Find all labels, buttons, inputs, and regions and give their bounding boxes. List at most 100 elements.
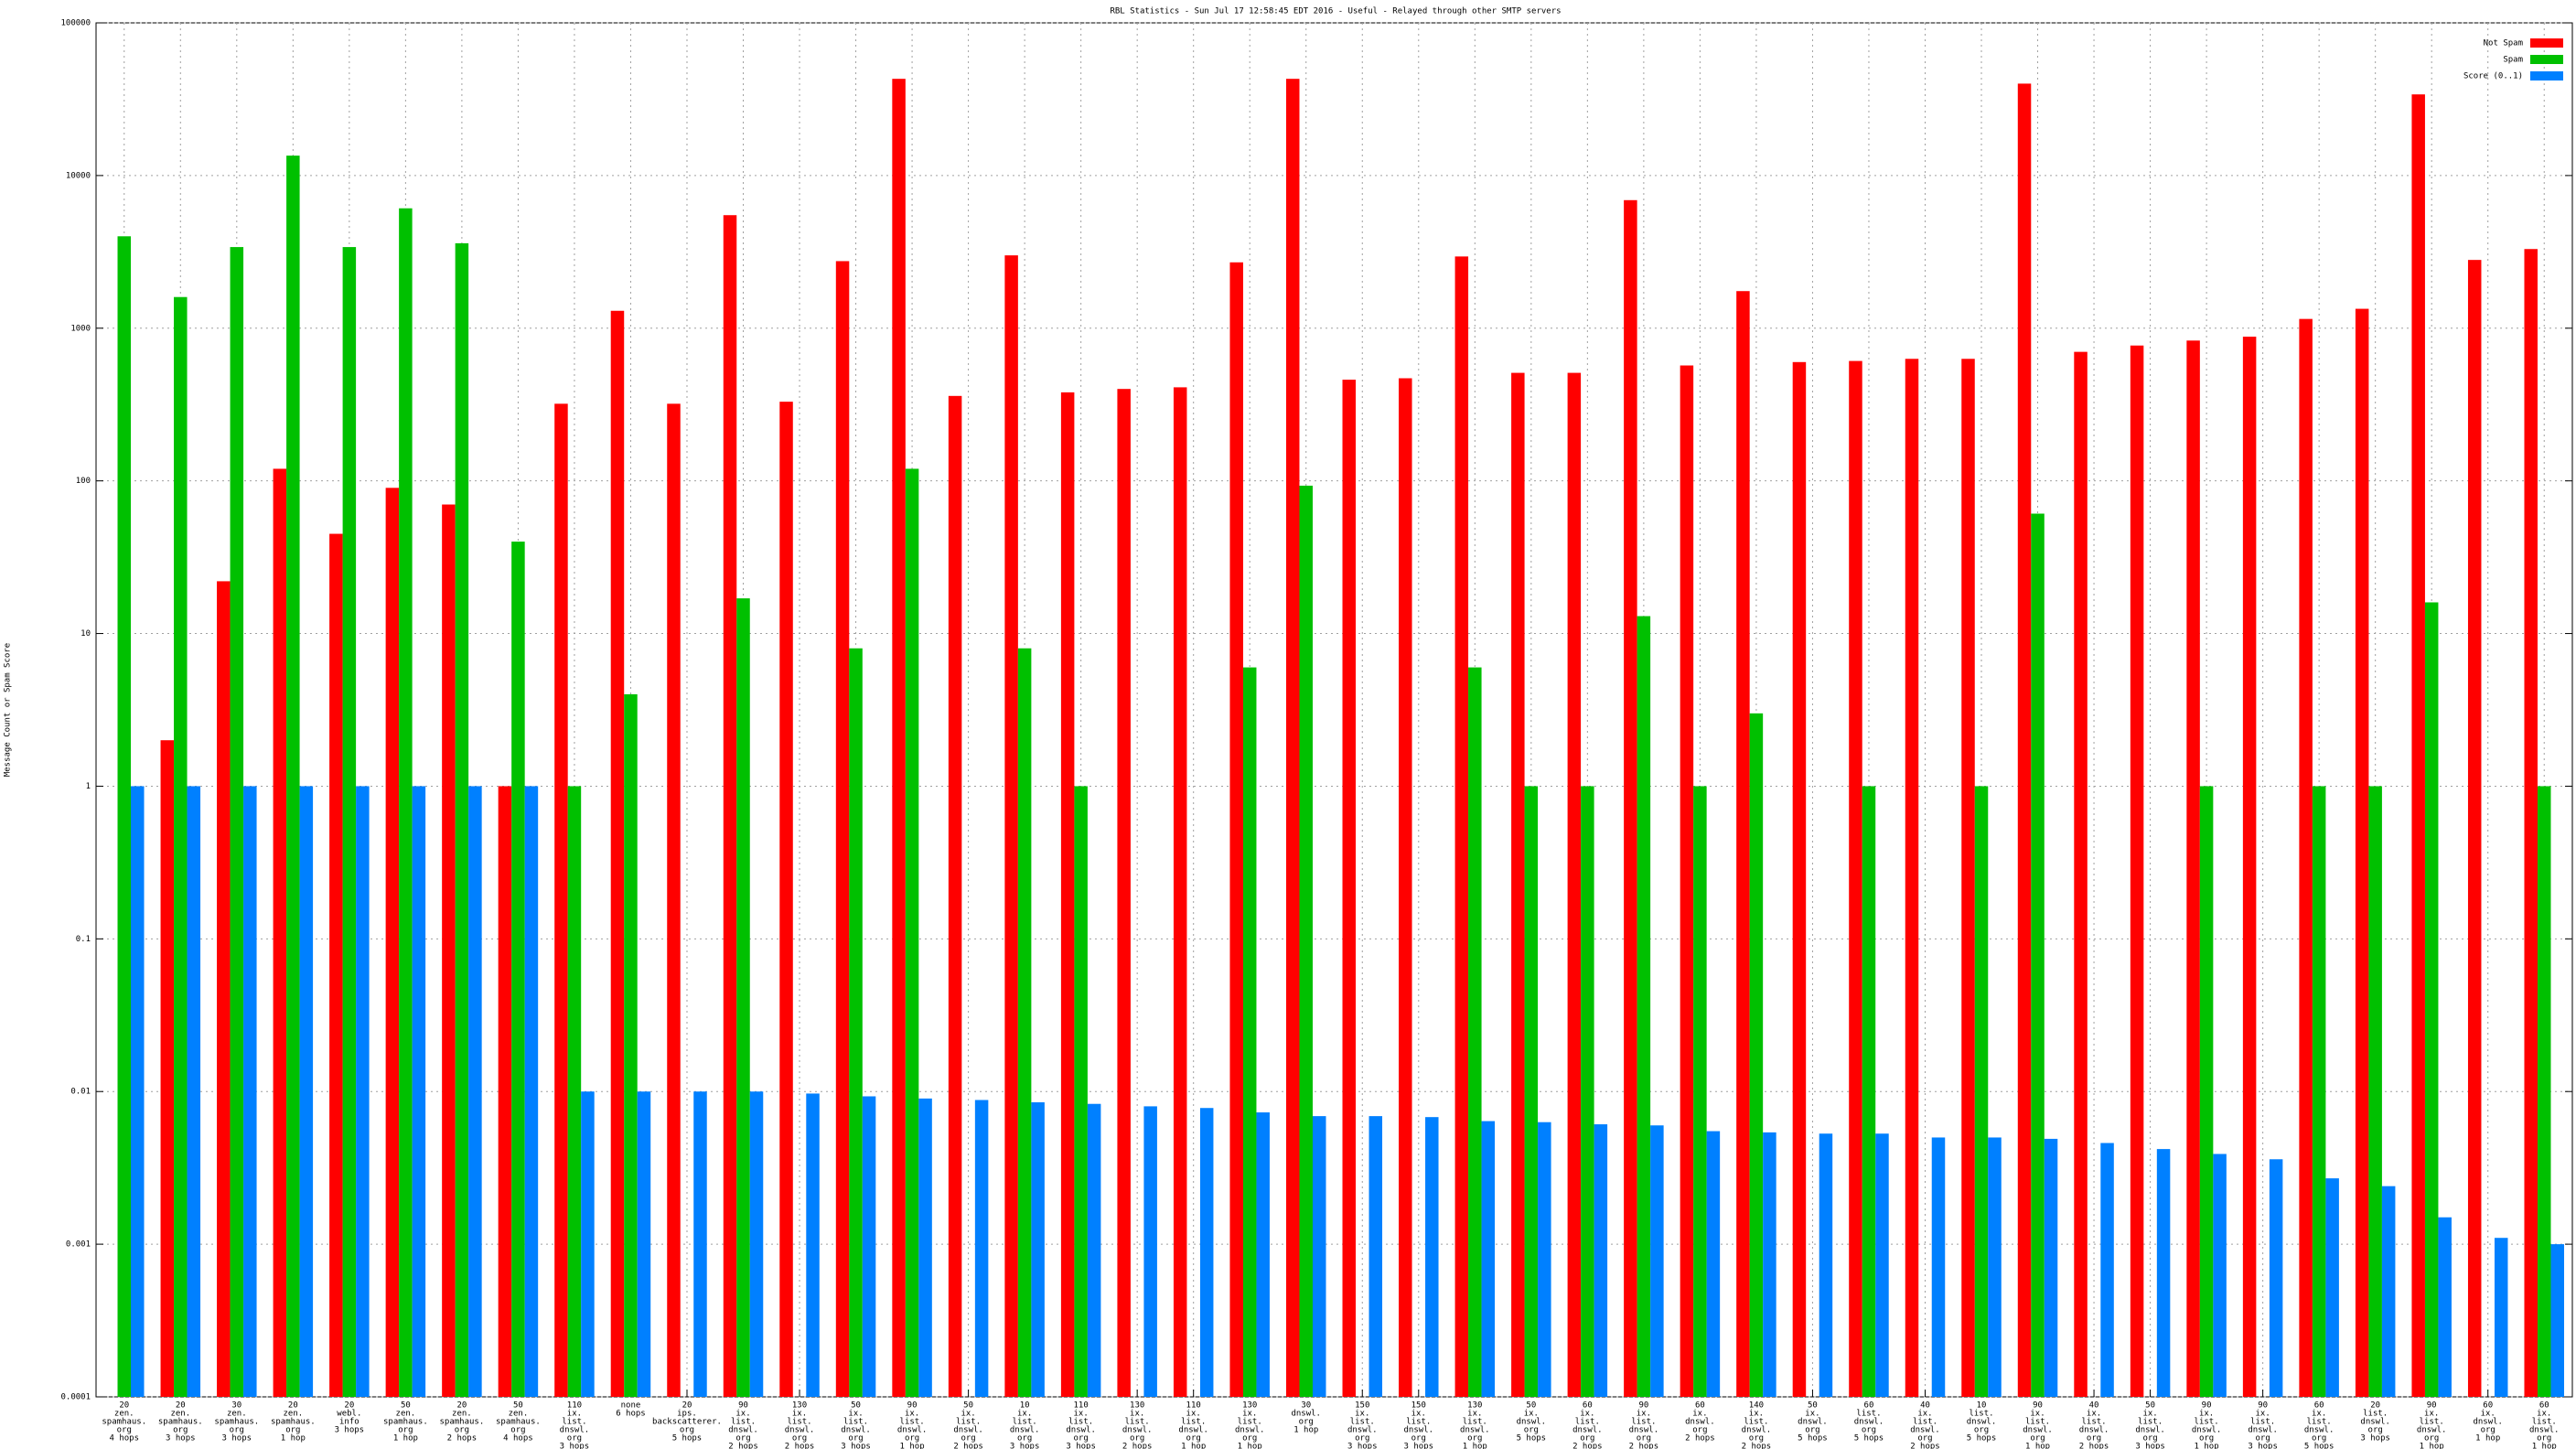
- y-tick-label: 0.1: [76, 935, 91, 944]
- x-tick-label: zen.: [283, 1410, 303, 1419]
- x-tick-label: org: [2199, 1434, 2214, 1444]
- x-tick-label: 20: [176, 1401, 186, 1411]
- x-tick-label: 150: [1355, 1401, 1369, 1411]
- x-tick-label: list.: [1856, 1410, 1881, 1419]
- x-tick-label: 20: [2370, 1401, 2380, 1411]
- x-tick-label: org: [510, 1426, 525, 1435]
- y-tick-label: 1000: [70, 324, 91, 333]
- x-tick-label: org: [2142, 1434, 2157, 1444]
- x-tick-label: 3 hops: [1404, 1443, 1434, 1449]
- x-tick-label: 90: [2202, 1401, 2212, 1411]
- x-tick-label: org: [1637, 1434, 1651, 1444]
- x-tick-label: 20: [119, 1401, 129, 1411]
- x-tick-label: ix.: [2312, 1410, 2326, 1419]
- x-tick-label: 3 hops: [1010, 1443, 1040, 1449]
- x-tick-label: ix.: [2481, 1410, 2496, 1419]
- x-tick-label: list.: [843, 1418, 868, 1427]
- x-tick-label: dnswl.: [1066, 1426, 1096, 1435]
- x-tick-label: dnswl.: [2473, 1418, 2503, 1427]
- bar: [2269, 1159, 2283, 1397]
- bar: [1988, 1137, 2002, 1397]
- x-tick-label: list.: [731, 1418, 756, 1427]
- x-tick-label: 10: [1020, 1401, 1030, 1411]
- bar: [1637, 616, 1651, 1397]
- x-tick-label: 50: [2145, 1401, 2155, 1411]
- bar: [1524, 786, 1539, 1397]
- x-tick-label: spamhaus.: [102, 1418, 146, 1427]
- x-tick-label: dnswl.: [2192, 1426, 2222, 1435]
- x-tick-label: 1 hop: [2532, 1443, 2557, 1449]
- bar: [2242, 337, 2257, 1398]
- x-tick-label: zen.: [396, 1410, 416, 1419]
- bar: [174, 296, 188, 1398]
- x-tick-label: dnswl.: [2135, 1426, 2165, 1435]
- x-tick-label: 60: [1695, 1401, 1705, 1411]
- chart-title: RBL Statistics - Sun Jul 17 12:58:45 EDT…: [1110, 7, 1561, 16]
- x-tick-label: dnswl.: [1010, 1426, 1040, 1435]
- x-tick-label: 10: [1977, 1401, 1987, 1411]
- bar: [1749, 713, 1764, 1397]
- bar: [217, 581, 231, 1397]
- bar: [1624, 199, 1637, 1397]
- y-tick-label: 10: [80, 629, 91, 639]
- bar: [892, 79, 906, 1397]
- x-tick-label: 2 hops: [1685, 1434, 1715, 1444]
- bar: [1368, 1116, 1383, 1397]
- bar: [2299, 318, 2313, 1398]
- x-tick-label: 3 hops: [335, 1426, 365, 1435]
- x-tick-label: none: [621, 1401, 641, 1411]
- bar: [693, 1091, 707, 1397]
- x-tick-label: org: [2481, 1426, 2496, 1435]
- bar: [1312, 1116, 1326, 1397]
- x-tick-label: dnswl.: [785, 1426, 815, 1435]
- x-tick-label: list.: [1181, 1418, 1206, 1427]
- bar: [723, 215, 737, 1397]
- y-tick-label: 100000: [60, 19, 91, 28]
- bar: [2017, 83, 2032, 1398]
- x-tick-label: list.: [787, 1418, 811, 1427]
- x-tick-label: list.: [2420, 1418, 2444, 1427]
- x-tick-label: 60: [2539, 1401, 2549, 1411]
- x-tick-label: org: [1524, 1426, 1539, 1435]
- x-tick-label: org: [1186, 1434, 1201, 1444]
- bar: [1481, 1121, 1496, 1397]
- x-tick-label: info: [339, 1418, 360, 1427]
- x-tick-label: org: [1974, 1426, 1989, 1435]
- x-tick-label: spamhaus.: [440, 1418, 485, 1427]
- x-tick-label: 1 hop: [2475, 1434, 2500, 1444]
- bar: [511, 542, 525, 1397]
- bar: [1862, 786, 1876, 1397]
- x-tick-label: 5 hops: [1967, 1434, 1997, 1444]
- bar: [2355, 308, 2369, 1397]
- x-tick-label: 1 hop: [2195, 1443, 2219, 1449]
- bar: [2199, 786, 2214, 1397]
- bar: [974, 1100, 989, 1397]
- x-tick-label: ix.: [2537, 1410, 2551, 1419]
- x-tick-label: 50: [401, 1401, 411, 1411]
- y-tick-label: 0.0001: [60, 1393, 91, 1402]
- bar: [1875, 1133, 1889, 1397]
- x-tick-label: ix.: [2199, 1410, 2214, 1419]
- bar: [1173, 387, 1187, 1397]
- x-tick-label: list.: [2082, 1418, 2107, 1427]
- x-tick-label: 50: [1808, 1401, 1818, 1411]
- plot-frame: [95, 22, 2573, 1398]
- x-tick-label: list.: [562, 1418, 586, 1427]
- x-tick-label: 5 hops: [1798, 1434, 1828, 1444]
- x-tick-label: list.: [1463, 1418, 1487, 1427]
- bar: [1399, 378, 1412, 1398]
- bar: [1060, 392, 1075, 1397]
- bar: [356, 786, 370, 1397]
- x-tick-label: 2 hops: [785, 1443, 815, 1449]
- x-tick-label: dnswl.: [1291, 1410, 1321, 1419]
- x-tick-label: list.: [2138, 1418, 2163, 1427]
- x-tick-label: 110: [1186, 1401, 1201, 1411]
- x-tick-label: webl.: [337, 1410, 361, 1419]
- bar: [2312, 786, 2326, 1397]
- bar: [862, 1096, 876, 1397]
- x-tick-label: org: [230, 1426, 244, 1435]
- bar: [1706, 1131, 1721, 1397]
- bar: [1736, 291, 1750, 1398]
- x-tick-label: list.: [2363, 1410, 2388, 1419]
- x-tick-label: 2 hops: [1122, 1443, 1153, 1449]
